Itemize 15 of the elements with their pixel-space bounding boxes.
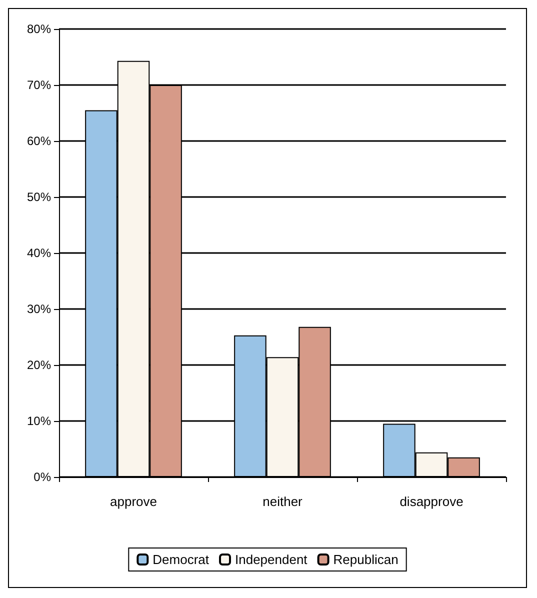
y-tick-label: 0%: [34, 470, 52, 484]
y-tick-label: 70%: [26, 78, 52, 92]
legend-label: Republican: [333, 552, 398, 567]
y-tick-label: 10%: [26, 414, 52, 428]
y-tick-label: 30%: [26, 302, 52, 316]
x-tick-label: approve: [110, 494, 157, 509]
y-tick-label: 50%: [26, 190, 52, 204]
legend-label: Democrat: [152, 552, 210, 567]
y-tick-label: 40%: [26, 246, 52, 260]
legend-label: Independent: [235, 552, 308, 567]
y-tick-label: 20%: [26, 358, 52, 372]
y-tick-label: 60%: [26, 134, 52, 148]
x-tick-label: disapprove: [400, 494, 464, 509]
y-tick-label: 80%: [26, 22, 52, 36]
x-tick-label: neither: [262, 494, 304, 509]
